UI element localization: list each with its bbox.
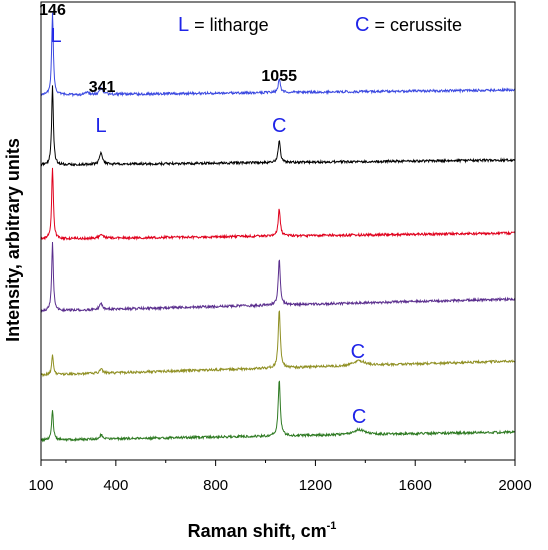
- peak-assignment-label: C: [352, 406, 366, 428]
- peak-assignment-label: L: [96, 115, 107, 137]
- y-axis-label: Intensity, arbitrary units: [3, 138, 23, 342]
- peak-position-label: 1055: [261, 68, 297, 85]
- x-axis-label-text: Raman shift, cm: [188, 521, 327, 541]
- spectrum-line-5: [40, 310, 516, 378]
- plot-frame: [40, 1, 516, 461]
- legend-entry-2: C = cerussite: [355, 14, 462, 36]
- legend-letter: L: [178, 14, 189, 36]
- spectrum-line-6: [40, 380, 516, 443]
- peak-assignment-label: L: [50, 25, 61, 47]
- legend: L = litharge C = cerussite: [178, 14, 462, 36]
- legend-description: = cerussite: [369, 15, 462, 35]
- x-tick-label: 800: [203, 477, 228, 494]
- spectrum-line-1: [40, 12, 516, 98]
- legend-letter: C: [355, 14, 369, 36]
- x-axis-ticks: 100 400 800 1200 1600 2000: [28, 460, 532, 494]
- x-tick-label: 2000: [498, 477, 531, 494]
- x-axis-label: Raman shift, cm-1: [188, 520, 337, 541]
- peak-position-label: 146: [39, 2, 66, 19]
- legend-entry-1: L = litharge: [178, 14, 269, 36]
- peak-annotations: 146 L 341 1055 L C C C: [39, 2, 366, 428]
- spectrum-line-3: [40, 167, 516, 242]
- spectrum-line-2: [40, 85, 516, 167]
- x-tick-label: 100: [28, 477, 53, 494]
- peak-assignment-label: C: [351, 341, 365, 363]
- legend-description: = litharge: [189, 15, 269, 35]
- peak-assignment-label: C: [272, 115, 286, 137]
- peak-position-label: 341: [89, 79, 116, 96]
- x-tick-label: 1200: [299, 477, 332, 494]
- spectra-traces: [40, 12, 516, 443]
- spectrum-line-4: [40, 241, 516, 313]
- x-tick-label: 1600: [399, 477, 432, 494]
- x-axis-label-superscript: -1: [327, 520, 337, 532]
- x-tick-label: 400: [103, 477, 128, 494]
